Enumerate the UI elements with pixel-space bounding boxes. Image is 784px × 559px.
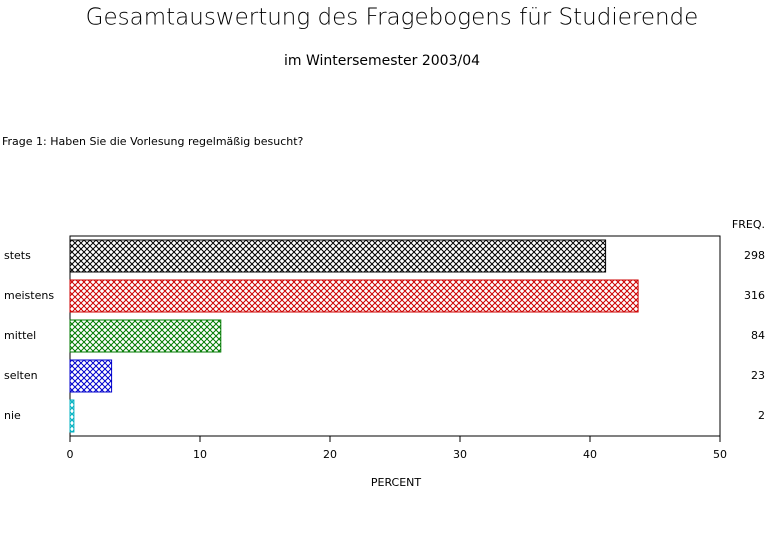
x-axis-label: PERCENT [371, 476, 422, 489]
category-label: meistens [4, 289, 54, 302]
x-tick-label: 20 [323, 448, 337, 461]
freq-header: FREQ. [732, 218, 765, 231]
x-tick-label: 30 [453, 448, 467, 461]
freq-label: 23 [751, 369, 765, 382]
chart-subtitle: im Wintersemester 2003/04 [284, 53, 480, 69]
freq-label: 298 [744, 249, 765, 262]
x-tick-label: 40 [583, 448, 597, 461]
bar [69, 279, 639, 313]
bar [69, 239, 607, 273]
bar [69, 359, 113, 393]
bar [69, 399, 75, 433]
x-tick-label: 10 [193, 448, 207, 461]
x-tick-label: 0 [67, 448, 74, 461]
category-label: nie [4, 409, 21, 422]
category-label: mittel [4, 329, 36, 342]
bar [69, 319, 222, 353]
x-tick-label: 50 [713, 448, 727, 461]
category-label: selten [4, 369, 38, 382]
freq-label: 2 [758, 409, 765, 422]
freq-label: 316 [744, 289, 765, 302]
category-label: stets [4, 249, 31, 262]
freq-label: 84 [751, 329, 765, 342]
chart-title: Gesamtauswertung des Fragebogens für Stu… [86, 5, 699, 31]
question: Frage 1: Haben Sie die Vorlesung regelmä… [2, 135, 304, 148]
